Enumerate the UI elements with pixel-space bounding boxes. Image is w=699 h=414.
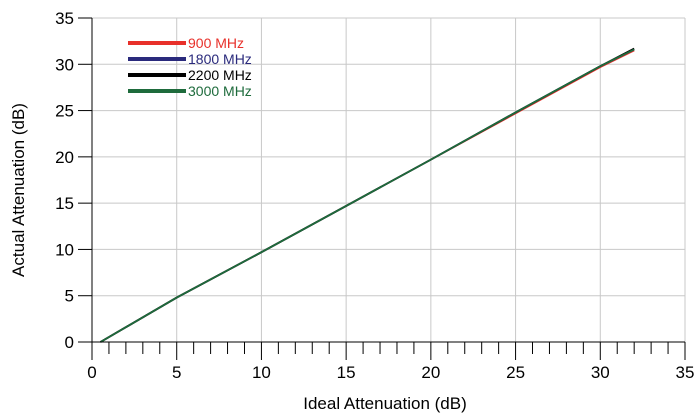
- x-tick-label: 35: [676, 363, 695, 382]
- grid: [91, 17, 686, 343]
- y-tick-label: 20: [55, 148, 74, 167]
- x-tick-label: 20: [421, 363, 440, 382]
- y-tick-label: 10: [55, 240, 74, 259]
- x-tick-label: 30: [591, 363, 610, 382]
- y-tick-label: 25: [55, 102, 74, 121]
- x-tick-label: 10: [252, 363, 271, 382]
- plot-area: [100, 47, 635, 343]
- x-axis-label: Ideal Attenuation (dB): [303, 394, 467, 413]
- x-tick-label: 5: [172, 363, 181, 382]
- series-line-900-mhz: [100, 49, 635, 343]
- series-line-1800-mhz: [100, 48, 635, 343]
- legend-label-900-mhz: 900 MHz: [188, 35, 244, 51]
- y-axis-label: Actual Attenuation (dB): [9, 103, 28, 277]
- y-tick-label: 30: [55, 55, 74, 74]
- x-tick-label: 15: [337, 363, 356, 382]
- y-tick-label: 15: [55, 194, 74, 213]
- legend-label-1800-mhz: 1800 MHz: [188, 51, 252, 67]
- series-line-3000-mhz: [100, 48, 635, 343]
- x-tick-label: 25: [506, 363, 525, 382]
- legend-label-2200-mhz: 2200 MHz: [188, 67, 252, 83]
- axes: 0 5 10 15 20 25 30 35 0 5 10 15 20 25 30 35: [55, 9, 694, 382]
- y-tick-label: 5: [65, 287, 74, 306]
- y-tick-label: 35: [55, 9, 74, 28]
- legend-label-3000-mhz: 3000 MHz: [188, 83, 252, 99]
- y-tick-label: 0: [65, 333, 74, 352]
- x-tick-label: 0: [87, 363, 96, 382]
